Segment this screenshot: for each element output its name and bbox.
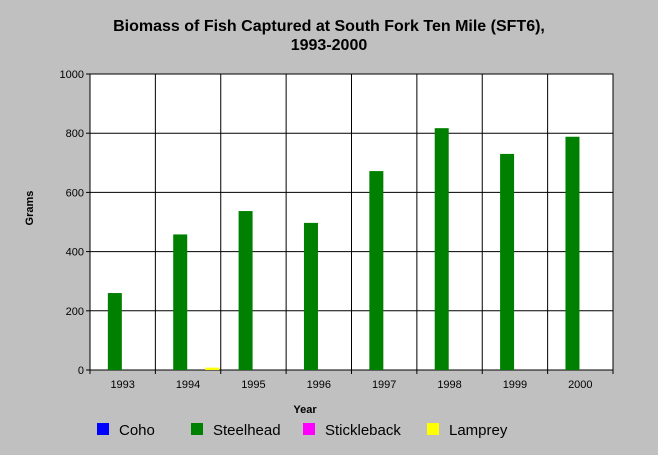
chart-subtitle: 1993-2000 (291, 37, 368, 54)
x-tick-label: 1998 (437, 379, 461, 391)
bar-steelhead (238, 211, 253, 370)
x-tick-label: 1997 (372, 379, 396, 391)
legend-label-stickleback: Stickleback (325, 422, 401, 439)
y-tick-label: 200 (66, 306, 84, 318)
bar-steelhead (107, 293, 122, 370)
y-tick-label: 800 (66, 128, 84, 140)
y-axis-label: Grams (24, 191, 36, 226)
y-tick-label: 600 (66, 187, 84, 199)
y-tick-label: 1000 (60, 69, 84, 81)
x-tick-label: 1993 (110, 379, 134, 391)
bar-steelhead (173, 234, 188, 370)
y-tick-label: 0 (78, 365, 84, 377)
legend-swatch-lamprey (427, 423, 439, 435)
bar-steelhead (500, 153, 515, 370)
legend-swatch-stickleback (303, 423, 315, 435)
bar-lamprey (205, 367, 220, 370)
x-axis-label: Year (293, 404, 317, 416)
legend-label-steelhead: Steelhead (213, 422, 281, 439)
chart-title: Biomass of Fish Captured at South Fork T… (113, 18, 545, 35)
legend-swatch-coho (97, 423, 109, 435)
bar-steelhead (565, 136, 580, 370)
x-tick-label: 1995 (241, 379, 265, 391)
x-tick-label: 1996 (307, 379, 331, 391)
y-tick-label: 400 (66, 247, 84, 259)
bar-steelhead (369, 171, 384, 370)
legend-swatch-steelhead (191, 423, 203, 435)
bar-steelhead (434, 128, 449, 370)
x-tick-label: 2000 (568, 379, 592, 391)
x-tick-label: 1999 (503, 379, 527, 391)
x-ticks: 1993 1994 1995 1996 1997 1998 1999 2000 (89, 370, 614, 391)
y-ticks: 0 200 400 600 800 1000 (60, 69, 90, 377)
x-tick-label: 1994 (176, 379, 200, 391)
bars (107, 128, 580, 370)
legend: Coho Steelhead Stickleback Lamprey (97, 422, 508, 439)
legend-label-coho: Coho (119, 422, 155, 439)
bar-steelhead (303, 222, 318, 370)
legend-label-lamprey: Lamprey (449, 422, 508, 439)
